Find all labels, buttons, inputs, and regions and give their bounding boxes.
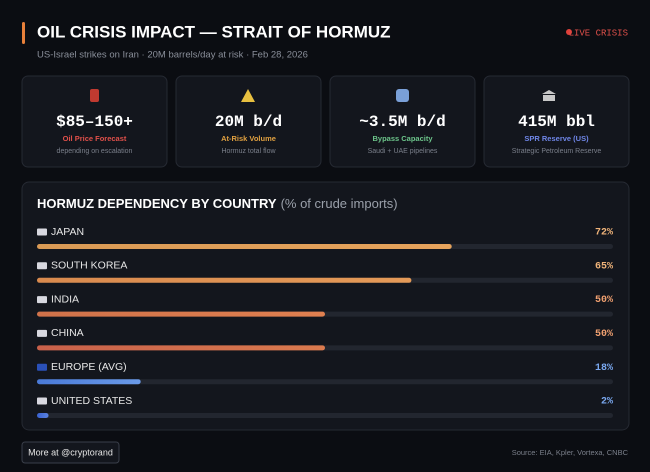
live-badge: LIVE CRISIS [569, 28, 628, 38]
card-value: 415M bbl [518, 113, 595, 131]
subtitle: US-Israel strikes on Iran · 20M barrels/… [37, 50, 308, 61]
card-value: $85–150+ [56, 113, 133, 131]
card-label: Bypass Capacity [372, 134, 433, 143]
card-label: At-Risk Volume [221, 134, 276, 143]
title: OIL CRISIS IMPACT — STRAIT OF HORMUZ [37, 22, 391, 41]
bar [37, 345, 325, 351]
icon-cycle [396, 89, 409, 102]
accent-bar [22, 22, 25, 44]
icon-bank [542, 90, 556, 101]
bar-track [37, 413, 613, 418]
icon-warning [241, 89, 255, 102]
card-note: Hormuz total flow [221, 148, 276, 155]
card-value: ~3.5M b/d [359, 113, 445, 131]
chart-heading: HORMUZ DEPENDENCY BY COUNTRY (% of crude … [37, 196, 398, 211]
value-label: 65% [595, 261, 613, 272]
source: Source: EIA, Kpler, Vortexa, CNBC [512, 448, 629, 457]
card-value: 20M b/d [215, 113, 282, 131]
flag-icon [37, 329, 47, 337]
bar [37, 244, 452, 249]
card [329, 75, 476, 168]
value-label: 2% [601, 397, 613, 408]
bar-track [37, 379, 613, 385]
category-label: UNITED STATES [51, 395, 132, 407]
card [21, 75, 168, 168]
icon-barrel [90, 89, 99, 102]
chart-subtitle: (% of crude imports) [281, 196, 398, 211]
bar [37, 277, 412, 283]
bar [37, 413, 49, 418]
chart: JAPAN 72% SOUTH KOREA 65% INDIA 50% CHINA 50% EU… [37, 226, 613, 418]
chart-title: HORMUZ DEPENDENCY BY COUNTRY [37, 196, 277, 211]
flag-icon [37, 296, 47, 304]
flag-icon [37, 262, 47, 270]
card-note: depending on escalation [57, 148, 133, 155]
chart-panel [21, 181, 630, 431]
card-label: SPR Reserve (US) [524, 134, 589, 143]
live-dot [566, 29, 572, 35]
card-note: Saudi + UAE pipelines [368, 148, 438, 155]
value-label: 72% [595, 228, 613, 239]
link-button-text[interactable]: More at @cryptorand [28, 447, 113, 457]
category-label: CHINA [51, 327, 84, 339]
link-button[interactable] [21, 441, 120, 464]
bar [37, 311, 325, 317]
category-label: SOUTH KOREA [51, 260, 127, 272]
flag-icon [37, 363, 47, 371]
flag-icon [37, 397, 47, 405]
category-label: INDIA [51, 293, 79, 305]
card-label: Oil Price Forecast [63, 134, 127, 143]
card [483, 75, 630, 168]
bar [37, 379, 141, 385]
cards: $85–150+ Oil Price Forecast depending on e… [21, 75, 630, 168]
value-label: 50% [595, 329, 613, 340]
value-label: 50% [595, 295, 613, 306]
category-label: JAPAN [51, 226, 84, 238]
card-note: Strategic Petroleum Reserve [512, 148, 602, 155]
category-label: EUROPE (AVG) [51, 361, 127, 373]
value-label: 18% [595, 363, 613, 374]
flag-icon [37, 228, 47, 236]
card [175, 75, 322, 168]
